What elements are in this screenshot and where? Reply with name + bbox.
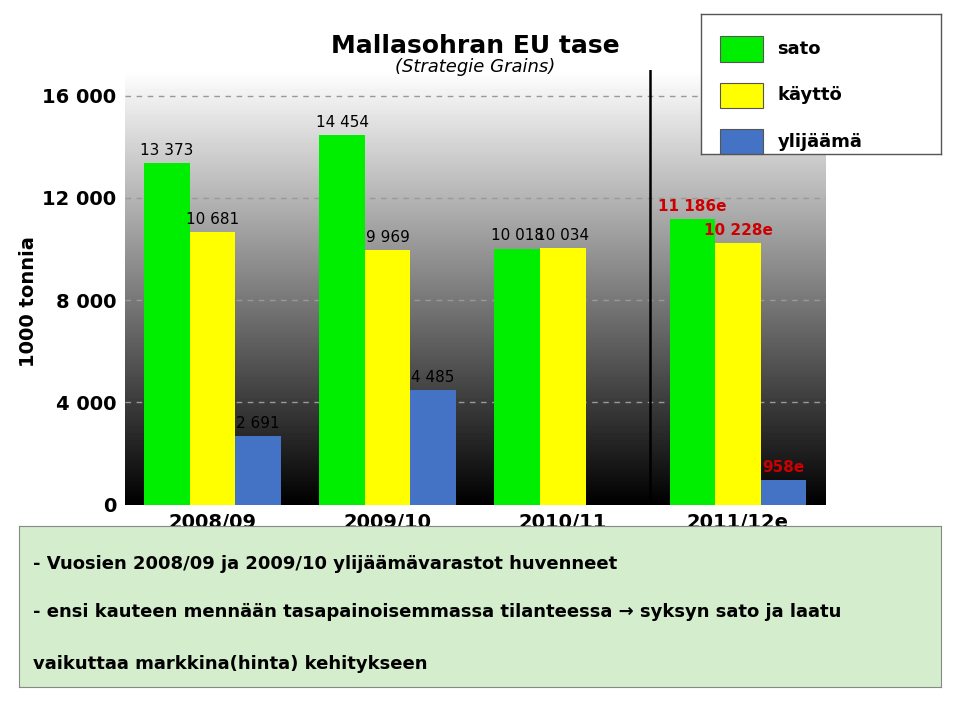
Text: 14 454: 14 454 bbox=[316, 115, 369, 130]
Text: 2 691: 2 691 bbox=[236, 416, 279, 431]
Bar bbox=[365, 250, 410, 505]
Text: 10 018: 10 018 bbox=[491, 229, 543, 243]
Bar bbox=[760, 480, 806, 505]
Text: sato: sato bbox=[778, 40, 821, 58]
Text: ylijäämä: ylijäämä bbox=[778, 132, 862, 151]
Text: - Vuosien 2008/09 ja 2009/10 ylijäämävarastot huvenneet: - Vuosien 2008/09 ja 2009/10 ylijäämävar… bbox=[33, 554, 617, 573]
Text: 1000 tonnia: 1000 tonnia bbox=[19, 236, 38, 367]
FancyBboxPatch shape bbox=[720, 36, 763, 62]
Bar bbox=[144, 163, 190, 505]
Text: 4 485: 4 485 bbox=[412, 370, 455, 385]
FancyBboxPatch shape bbox=[720, 129, 763, 154]
Text: 9 969: 9 969 bbox=[366, 230, 410, 245]
Text: 10 681: 10 681 bbox=[186, 212, 239, 226]
Bar bbox=[715, 243, 760, 505]
Text: (Strategie Grains): (Strategie Grains) bbox=[396, 57, 555, 76]
Text: 11 186e: 11 186e bbox=[659, 198, 727, 214]
Text: 10 228e: 10 228e bbox=[704, 223, 773, 238]
Text: Mallasohran EU tase: Mallasohran EU tase bbox=[331, 34, 619, 57]
Bar bbox=[540, 248, 586, 505]
Bar bbox=[320, 135, 365, 505]
Bar bbox=[670, 219, 715, 505]
Text: 13 373: 13 373 bbox=[140, 143, 194, 158]
FancyBboxPatch shape bbox=[720, 83, 763, 108]
Text: vaikuttaa markkina(hinta) kehitykseen: vaikuttaa markkina(hinta) kehitykseen bbox=[33, 655, 427, 673]
Bar bbox=[410, 390, 456, 505]
Bar bbox=[190, 231, 235, 505]
Text: 10 034: 10 034 bbox=[537, 228, 589, 243]
Bar bbox=[494, 249, 540, 505]
Text: 958e: 958e bbox=[762, 460, 804, 475]
Text: - ensi kauteen mennään tasapainoisemmassa tilanteessa → syksyn sato ja laatu: - ensi kauteen mennään tasapainoisemmass… bbox=[33, 603, 841, 621]
Bar bbox=[235, 436, 280, 505]
Text: käyttö: käyttö bbox=[778, 86, 842, 104]
